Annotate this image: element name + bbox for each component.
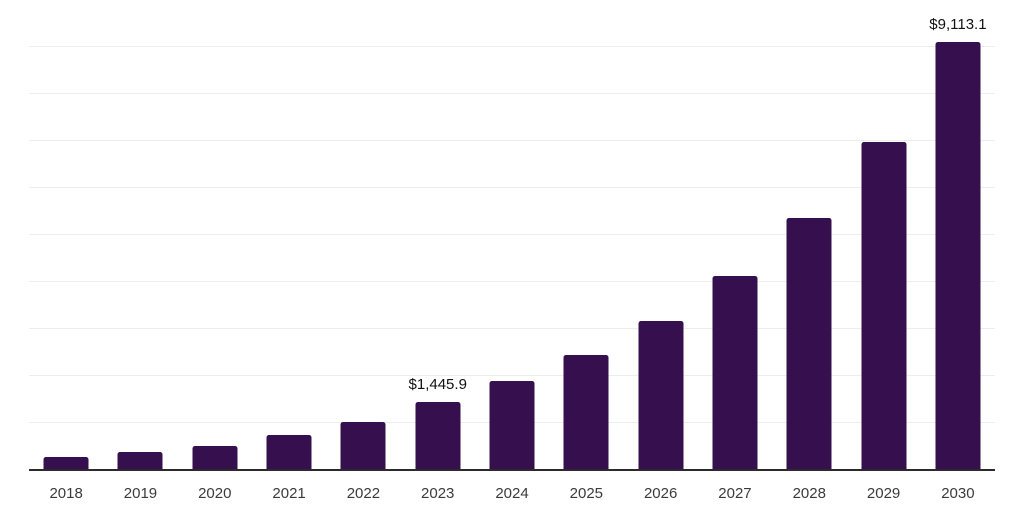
gridline-2000	[29, 375, 995, 376]
bar-slot-2023: $1,445.9 2023	[401, 0, 475, 502]
x-tick-label-2026: 2026	[643, 485, 678, 502]
x-tick-label-2029: 2029	[866, 485, 901, 502]
bar-slot-2026: 2026	[624, 0, 698, 502]
bar-2024	[489, 381, 535, 470]
x-tick-label-2022: 2022	[346, 485, 381, 502]
x-tick-label-2019: 2019	[123, 485, 158, 502]
data-label-2023: $1,445.9	[408, 376, 467, 394]
bar-2025	[563, 355, 609, 470]
bar-series: 2018 2019 2020 2021 2022 $1,445.9 2023 2024 2025…	[29, 0, 995, 502]
x-tick-label-2021: 2021	[272, 485, 306, 502]
bar-slot-2030: $9,113.1 2030	[921, 0, 995, 502]
gridline-9000	[29, 46, 995, 47]
gridline-7000	[29, 140, 995, 141]
x-tick-label-2023: 2023	[421, 485, 455, 502]
x-tick-label-2020: 2020	[198, 485, 232, 502]
bar-2019	[117, 452, 163, 470]
bar-slot-2024: 2024	[475, 0, 549, 502]
gridline-5000	[29, 234, 995, 235]
plot-area: 2018 2019 2020 2021 2022 $1,445.9 2023 2024 2025…	[29, 0, 995, 502]
bar-slot-2021: 2021	[252, 0, 326, 502]
bar-2026	[638, 321, 684, 470]
bar-slot-2028: 2028	[772, 0, 846, 502]
bar-slot-2025: 2025	[549, 0, 623, 502]
bar-slot-2020: 2020	[178, 0, 252, 502]
bar-2029	[861, 142, 907, 470]
x-tick-label-2028: 2028	[792, 485, 826, 502]
bar-2028	[786, 218, 832, 470]
bar-2018	[43, 457, 89, 470]
data-label-2030: $9,113.1	[929, 15, 987, 33]
x-tick-label-2025: 2025	[569, 485, 604, 502]
bar-2022	[340, 422, 386, 470]
x-tick-label-2024: 2024	[495, 485, 529, 502]
bar-2023	[415, 402, 461, 470]
gridline-4000	[29, 281, 995, 282]
x-tick-label-2018: 2018	[49, 485, 83, 502]
gridline-8000	[29, 93, 995, 94]
bar-slot-2018: 2018	[29, 0, 103, 502]
bar-slot-2029: 2029	[846, 0, 920, 502]
bar-slot-2022: 2022	[326, 0, 400, 502]
bar-2027	[712, 276, 758, 470]
gridline-3000	[29, 328, 995, 329]
gridline-6000	[29, 187, 995, 188]
bar-slot-2027: 2027	[698, 0, 772, 502]
x-tick-label-2030: 2030	[941, 485, 975, 502]
bar-2030	[935, 41, 981, 470]
bar-2021	[266, 435, 312, 470]
x-axis-line	[29, 469, 995, 471]
x-tick-label-2027: 2027	[718, 485, 752, 502]
bar-slot-2019: 2019	[103, 0, 177, 502]
bar-2020	[192, 445, 238, 470]
